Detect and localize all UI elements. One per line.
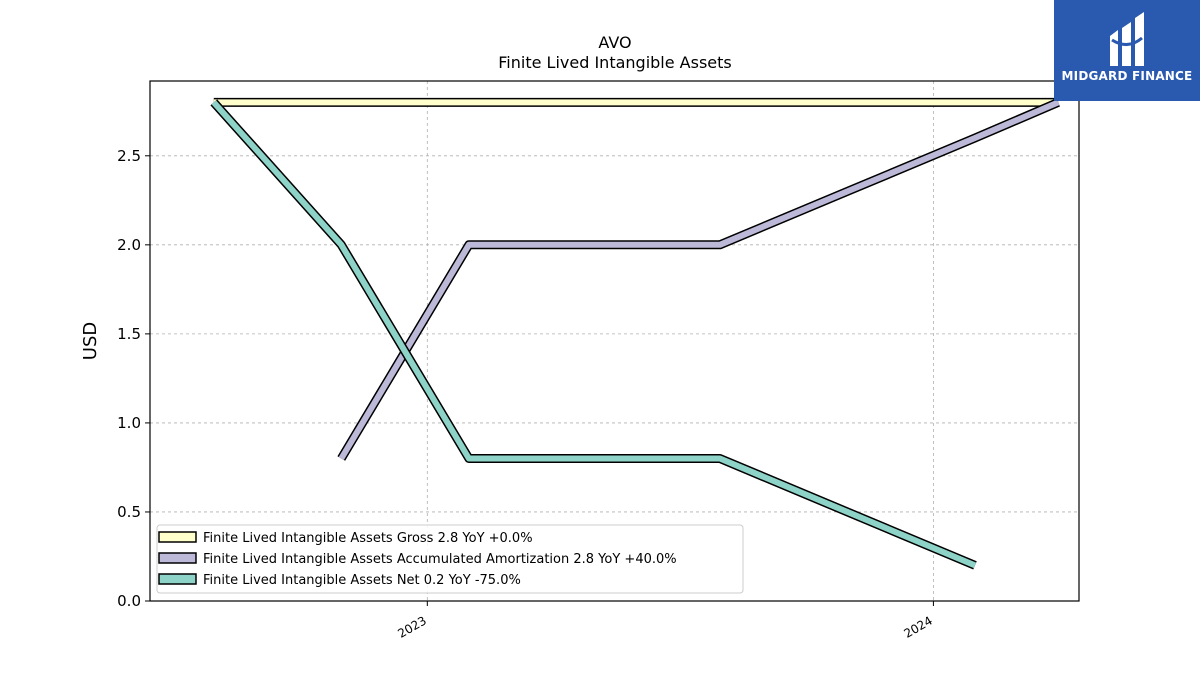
y-tick-label: 0.5 — [117, 503, 141, 521]
series-line-2 — [337, 98, 1060, 461]
plot-area — [210, 97, 1060, 570]
brand-name: MIDGARD FINANCE — [1061, 69, 1193, 83]
series-fill — [211, 100, 977, 569]
brand-logo: MIDGARD FINANCE — [1054, 0, 1200, 101]
legend-entry: Finite Lived Intangible Assets Net 0.2 Y… — [203, 573, 521, 588]
x-tick-label: 2023 — [395, 613, 428, 640]
series-line-3 — [210, 99, 977, 570]
chart-title: AVO — [598, 33, 631, 52]
legend: Finite Lived Intangible Assets Gross 2.8… — [156, 524, 744, 594]
y-tick-label: 2.0 — [117, 236, 141, 254]
y-tick-label: 1.0 — [117, 414, 141, 432]
y-tick-label: 2.5 — [117, 147, 141, 165]
chart-subtitle: Finite Lived Intangible Assets — [498, 53, 731, 72]
midgard-logo-icon — [1110, 12, 1144, 66]
legend-swatch — [158, 573, 197, 585]
plot-frame — [149, 80, 1080, 602]
legend-swatch — [158, 552, 197, 564]
legend-entry: Finite Lived Intangible Assets Gross 2.8… — [203, 531, 533, 546]
axes: 0.0 0.5 1.0 1.5 2.0 2.5 2023 2024 — [117, 147, 935, 641]
series-fill — [338, 99, 1060, 461]
y-axis-label: USD — [80, 322, 101, 360]
y-tick-label: 0.0 — [117, 592, 141, 610]
grid — [150, 81, 1079, 602]
legend-box — [156, 524, 744, 594]
legend-entry: Finite Lived Intangible Assets Accumulat… — [203, 552, 677, 567]
y-tick-label: 1.5 — [117, 325, 141, 343]
legend-swatch — [158, 531, 197, 543]
x-tick-label: 2024 — [901, 613, 934, 640]
